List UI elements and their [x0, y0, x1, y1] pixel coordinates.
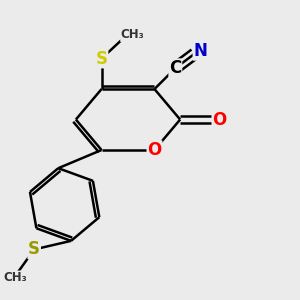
Text: O: O — [147, 141, 162, 159]
Text: CH₃: CH₃ — [3, 271, 27, 284]
Text: S: S — [95, 50, 107, 68]
Text: S: S — [28, 240, 40, 258]
Text: C: C — [169, 59, 182, 77]
Text: CH₃: CH₃ — [121, 28, 145, 41]
Text: N: N — [194, 42, 207, 60]
Text: O: O — [212, 110, 226, 128]
